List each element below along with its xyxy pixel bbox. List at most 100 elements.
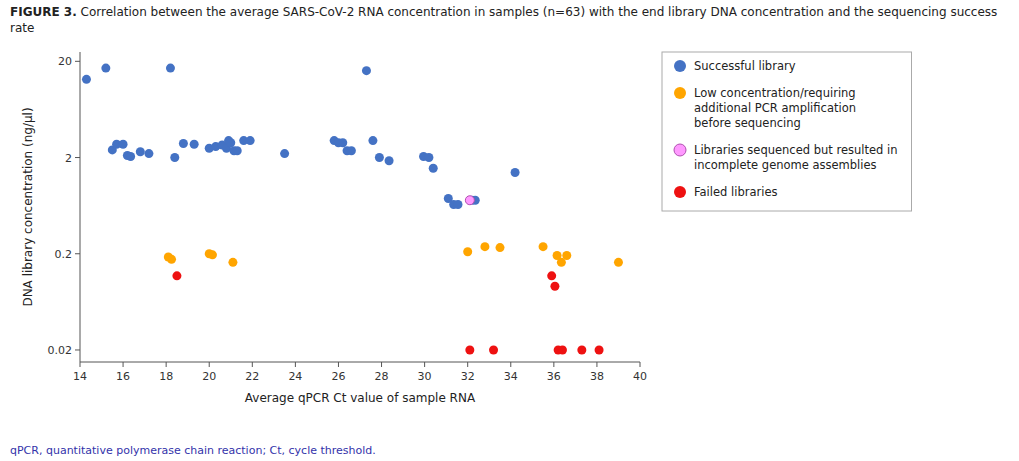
footnote: qPCR, quantitative polymerase chain reac… bbox=[10, 444, 376, 457]
points bbox=[82, 64, 623, 355]
point bbox=[338, 138, 347, 147]
x-tick-label: 26 bbox=[331, 370, 345, 383]
x-tick bbox=[640, 362, 641, 367]
legend-label: Low concentration/requiringadditional PC… bbox=[694, 86, 856, 130]
point bbox=[136, 147, 145, 156]
point bbox=[454, 200, 463, 209]
y-tick bbox=[75, 61, 80, 62]
point bbox=[126, 152, 135, 161]
legend-label-line: Low concentration/requiring bbox=[694, 86, 856, 100]
point bbox=[167, 255, 176, 264]
x-tick-label: 28 bbox=[375, 370, 389, 383]
point bbox=[368, 136, 377, 145]
point bbox=[82, 75, 91, 84]
point bbox=[144, 149, 153, 158]
title: FIGURE 3. Correlation between the averag… bbox=[10, 4, 1005, 36]
y-tick bbox=[75, 349, 80, 350]
x-tick bbox=[123, 362, 124, 367]
point bbox=[463, 247, 472, 256]
point bbox=[577, 345, 586, 354]
y-tick-label: 0.2 bbox=[55, 248, 73, 261]
point bbox=[480, 242, 489, 251]
point bbox=[562, 251, 571, 260]
y-axis-label: DNA library concentration (ng/µl) bbox=[21, 107, 35, 306]
x-tick-label: 20 bbox=[202, 370, 216, 383]
legend: Successful library Low concentration/requ… bbox=[662, 52, 912, 211]
point bbox=[362, 66, 371, 75]
x-tick-label: 32 bbox=[461, 370, 475, 383]
y-tick-label: 2 bbox=[65, 152, 72, 165]
legend-label-line: Successful library bbox=[694, 59, 796, 73]
x-tick bbox=[381, 362, 382, 367]
point bbox=[170, 153, 179, 162]
point bbox=[539, 242, 548, 251]
y-tick bbox=[75, 253, 80, 254]
point bbox=[228, 258, 237, 267]
legend-marker bbox=[674, 60, 686, 72]
point bbox=[496, 243, 505, 252]
point bbox=[119, 140, 128, 149]
legend-marker bbox=[674, 144, 686, 156]
legend-label-line: Libraries sequenced but resulted in bbox=[694, 143, 898, 157]
point bbox=[595, 345, 604, 354]
x-tick-label: 40 bbox=[633, 370, 647, 383]
x-tick-label: 22 bbox=[245, 370, 259, 383]
point bbox=[246, 136, 255, 145]
point bbox=[550, 282, 559, 291]
point bbox=[179, 139, 188, 148]
x-tick bbox=[166, 362, 167, 367]
y-tick bbox=[75, 157, 80, 158]
point bbox=[375, 153, 384, 162]
point bbox=[347, 146, 356, 155]
point bbox=[190, 140, 199, 149]
point bbox=[511, 168, 520, 177]
point bbox=[465, 345, 474, 354]
legend-marker bbox=[674, 87, 686, 99]
x-tick bbox=[338, 362, 339, 367]
x-tick-label: 14 bbox=[73, 370, 87, 383]
point bbox=[465, 196, 474, 205]
x-tick-label: 34 bbox=[504, 370, 518, 383]
title-bold: FIGURE 3. bbox=[10, 5, 77, 19]
x-tick-label: 16 bbox=[116, 370, 130, 383]
point bbox=[101, 64, 110, 73]
y-tick-label: 0.02 bbox=[48, 344, 73, 357]
y-tick-label: 20 bbox=[58, 55, 72, 68]
x-tick-label: 36 bbox=[547, 370, 561, 383]
point bbox=[166, 64, 175, 73]
legend-marker bbox=[674, 186, 686, 198]
point bbox=[233, 146, 242, 155]
x-tick-label: 30 bbox=[418, 370, 432, 383]
point bbox=[208, 250, 217, 259]
legend-label: Successful library bbox=[694, 59, 796, 73]
legend-frame bbox=[662, 52, 912, 211]
point bbox=[172, 271, 181, 280]
x-tick bbox=[209, 362, 210, 367]
x-axis-line bbox=[80, 362, 640, 363]
x-tick-label: 18 bbox=[159, 370, 173, 383]
y-axis-line bbox=[80, 52, 81, 362]
x-tick bbox=[424, 362, 425, 367]
x-tick bbox=[510, 362, 511, 367]
x-tick bbox=[467, 362, 468, 367]
legend-label: Libraries sequenced but resulted inincom… bbox=[694, 143, 898, 172]
point bbox=[547, 271, 556, 280]
legend-label-line: additional PCR amplification bbox=[694, 101, 856, 115]
point bbox=[429, 164, 438, 173]
x-tick-label: 24 bbox=[288, 370, 302, 383]
point bbox=[280, 149, 289, 158]
point bbox=[385, 156, 394, 165]
point bbox=[558, 345, 567, 354]
x-tick bbox=[295, 362, 296, 367]
legend-label-line: Failed libraries bbox=[694, 185, 777, 199]
subtitle: Correlation between the average SARS-CoV… bbox=[10, 5, 997, 35]
legend-label: Failed libraries bbox=[694, 185, 777, 199]
x-tick bbox=[252, 362, 253, 367]
point bbox=[226, 138, 235, 147]
x-tick bbox=[80, 362, 81, 367]
legend-label-line: before sequencing bbox=[694, 116, 801, 130]
x-axis-label: Average qPCR Ct value of sample RNA bbox=[245, 391, 476, 405]
legend-label-line: incomplete genome assemblies bbox=[694, 158, 877, 172]
x-tick-label: 38 bbox=[590, 370, 604, 383]
point bbox=[424, 153, 433, 162]
